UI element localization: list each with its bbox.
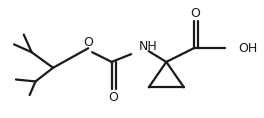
Text: OH: OH: [239, 42, 258, 55]
Text: O: O: [83, 36, 93, 49]
Text: NH: NH: [139, 40, 158, 53]
Text: O: O: [109, 91, 119, 104]
Text: O: O: [191, 7, 201, 20]
